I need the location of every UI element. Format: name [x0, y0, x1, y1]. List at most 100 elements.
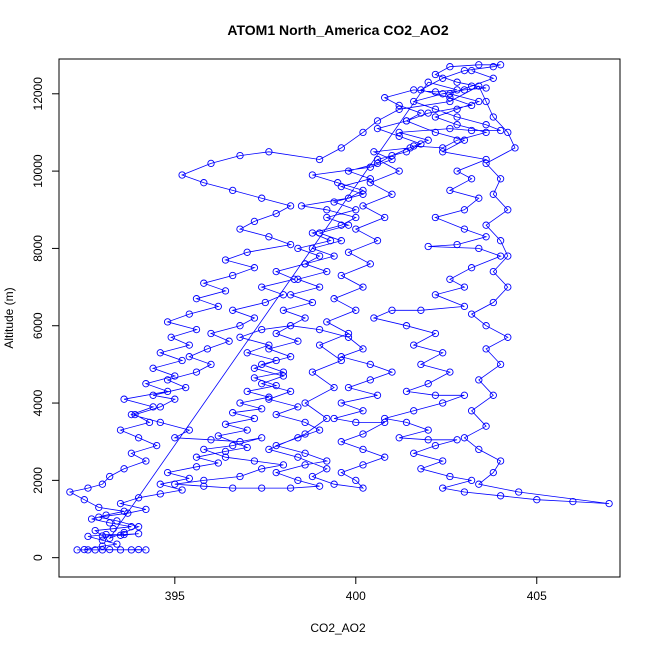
data-point [496, 237, 505, 245]
data-point [167, 333, 175, 341]
data-point [301, 399, 309, 407]
data-point [134, 434, 143, 442]
data-point [301, 314, 309, 322]
data-point [236, 472, 244, 481]
data-point [98, 546, 107, 554]
data-point [258, 283, 266, 291]
data-point [250, 374, 259, 382]
data-point [417, 109, 425, 117]
data-point [446, 186, 454, 195]
data-point [475, 97, 483, 106]
data-point [388, 151, 396, 160]
data-point [424, 78, 432, 86]
data-point [294, 337, 302, 345]
data-point [308, 171, 317, 179]
data-point [250, 264, 259, 272]
data-point [113, 540, 121, 548]
data-point [446, 124, 454, 133]
data-point [337, 182, 345, 191]
data-point [605, 499, 613, 508]
data-point [395, 167, 403, 175]
data-point [127, 410, 136, 419]
data-point [134, 523, 143, 531]
data-point [496, 252, 505, 260]
data-point [366, 260, 374, 268]
data-point [439, 457, 447, 465]
data-point [124, 509, 132, 517]
y-tick-label: 2000 [31, 467, 45, 494]
data-point [84, 546, 92, 554]
data-point [323, 414, 331, 423]
data-point [294, 476, 302, 485]
data-point [250, 217, 259, 226]
data-point [460, 86, 469, 94]
data-point [431, 113, 440, 121]
data-point [200, 476, 208, 485]
data-point [344, 329, 353, 338]
data-point [373, 237, 382, 245]
data-point [446, 97, 454, 106]
data-point [98, 542, 107, 550]
data-point [489, 267, 497, 276]
data-point [120, 530, 128, 539]
data-point [156, 418, 164, 427]
data-point [453, 86, 461, 94]
data-point [424, 426, 432, 434]
data-point [344, 221, 353, 229]
data-point [178, 356, 186, 365]
data-point [91, 526, 99, 535]
data-point [73, 546, 81, 554]
x-tick-label: 400 [346, 589, 366, 603]
data-point [366, 376, 374, 384]
data-point [109, 525, 117, 533]
data-point [402, 117, 411, 125]
data-point [279, 372, 288, 380]
data-point [337, 237, 345, 245]
data-point [337, 144, 345, 152]
data-point [431, 105, 440, 113]
data-point [446, 94, 454, 102]
data-point [395, 105, 403, 113]
data-point [467, 66, 476, 75]
data-point [156, 349, 164, 357]
data-point [504, 128, 512, 137]
data-point [402, 418, 411, 427]
data-point [163, 376, 172, 384]
data-point [214, 302, 222, 311]
data-point [221, 453, 230, 461]
y-tick-label: 12000 [31, 77, 45, 111]
data-point [569, 497, 577, 506]
y-tick-label: 6000 [31, 312, 45, 339]
data-point [424, 242, 432, 251]
data-point [467, 476, 476, 485]
data-point [337, 221, 345, 229]
data-point [98, 536, 107, 544]
data-point [467, 175, 476, 183]
data-point [460, 225, 469, 233]
data-point [475, 82, 483, 90]
chart-title: ATOM1 North_America CO2_AO2 [227, 22, 448, 38]
data-point [344, 383, 353, 392]
data-point [337, 399, 345, 407]
data-point [182, 383, 190, 392]
data-point [192, 453, 201, 461]
data-point [482, 97, 490, 106]
data-point [453, 436, 461, 444]
data-point [265, 345, 273, 353]
data-point [236, 322, 244, 330]
data-point [243, 387, 251, 396]
data-point [163, 468, 172, 477]
data-point [250, 457, 259, 465]
data-point [388, 155, 396, 164]
data-point [301, 260, 309, 268]
data-point [482, 221, 490, 229]
data-point [127, 449, 136, 457]
data-point [185, 426, 193, 434]
data-point [279, 461, 288, 469]
data-point [337, 356, 345, 365]
data-point [98, 480, 107, 488]
data-point [489, 63, 497, 71]
data-point [323, 206, 331, 214]
data-point [482, 345, 490, 353]
